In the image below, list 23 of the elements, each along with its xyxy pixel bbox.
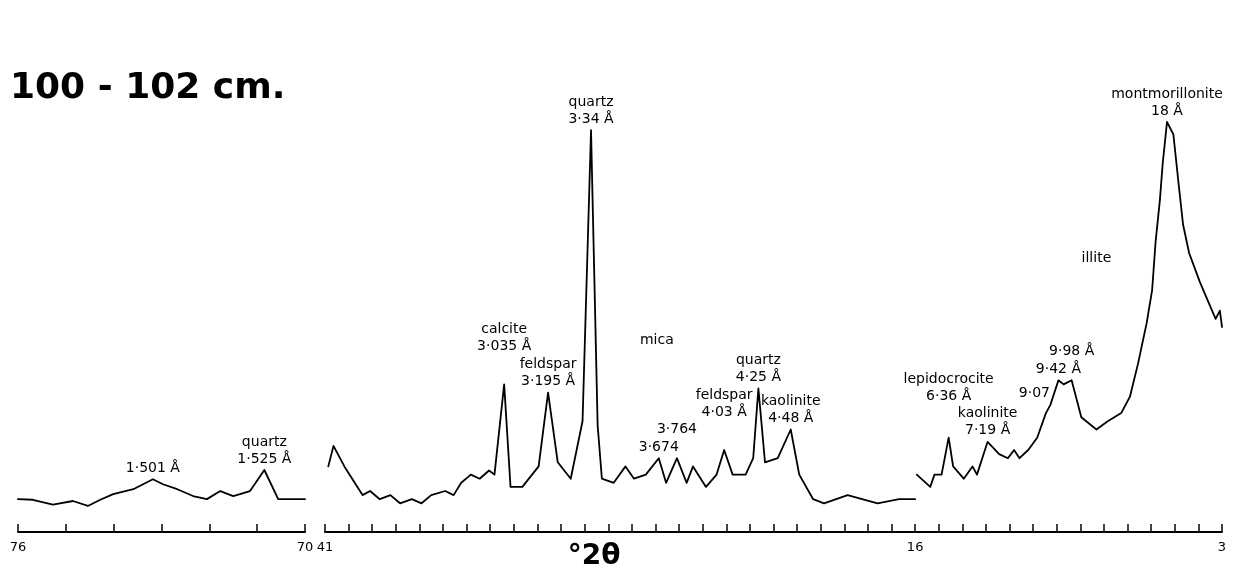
x-tick-label: 3 bbox=[1217, 539, 1227, 554]
annotation: montmorillonite 18 Å bbox=[1111, 84, 1223, 118]
annotation: 3·764 bbox=[656, 419, 698, 436]
annotation: 9·42 Å bbox=[1035, 359, 1082, 376]
annotation: mica bbox=[639, 331, 674, 347]
x-axis-title: °2θ bbox=[567, 537, 621, 571]
chart-title: 100 - 102 cm. bbox=[10, 64, 286, 106]
annotation: illite bbox=[1081, 249, 1112, 265]
annotation: 9·98 Å bbox=[1049, 341, 1095, 358]
annotation: feldspar 4·03 Å bbox=[695, 385, 753, 419]
annotation: quartz 4·25 Å bbox=[735, 351, 782, 384]
x-tick-label: 41 bbox=[316, 539, 334, 554]
annotation: feldspar 3·195 Å bbox=[519, 355, 577, 389]
annotation: 1·501 Å bbox=[125, 458, 181, 475]
annotation: kaolinite 4·48 Å bbox=[760, 392, 821, 425]
x-tick-label: 16 bbox=[906, 539, 924, 554]
x-tick-label: 70 bbox=[296, 539, 314, 554]
x-tick-label: 76 bbox=[9, 539, 27, 554]
annotation: kaolinite 7·19 Å bbox=[957, 404, 1018, 438]
annotation: quartz 3·34 Å bbox=[568, 92, 615, 126]
annotation: 9·07 bbox=[1018, 384, 1050, 401]
annotation: 3·674 bbox=[638, 437, 679, 454]
annotation: quartz 1·525 Å bbox=[237, 432, 292, 466]
